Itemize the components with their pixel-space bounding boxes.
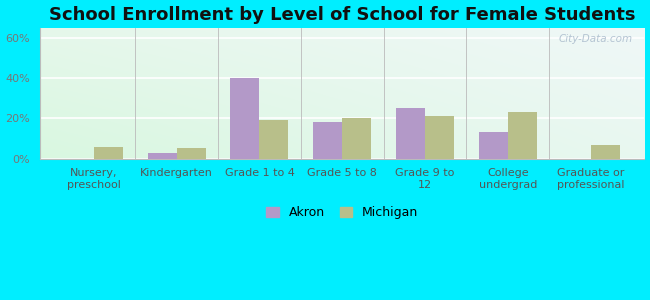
Bar: [396, 108, 425, 159]
Legend: Akron, Michigan: Akron, Michigan: [261, 201, 423, 224]
Bar: [313, 122, 343, 159]
Bar: [177, 148, 205, 159]
Text: City-Data.com: City-Data.com: [558, 34, 632, 44]
Bar: [94, 147, 123, 159]
Bar: [591, 145, 619, 159]
Bar: [343, 118, 371, 159]
Bar: [479, 133, 508, 159]
Title: School Enrollment by Level of School for Female Students: School Enrollment by Level of School for…: [49, 6, 636, 24]
Bar: [425, 116, 454, 159]
Bar: [148, 153, 177, 159]
Bar: [259, 120, 289, 159]
Bar: [231, 78, 259, 159]
Bar: [508, 112, 537, 159]
